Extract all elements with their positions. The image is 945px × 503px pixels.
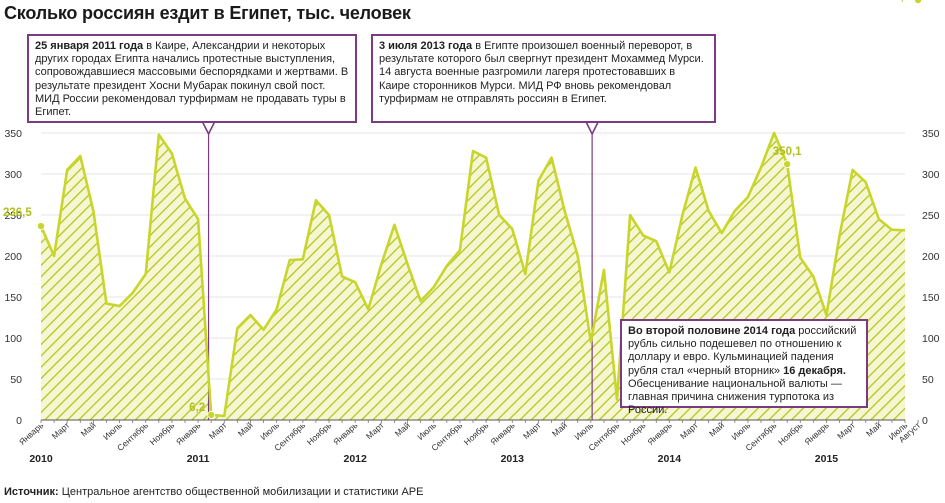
- annotation-2013-text: в Египте произошел военный переворот, в …: [379, 40, 704, 105]
- x-tick-label: Май: [236, 420, 255, 439]
- y-tick-label-right: 0: [922, 415, 928, 427]
- y-tick-label-left: 0: [16, 415, 22, 427]
- x-tick-label: Май: [79, 420, 98, 439]
- annotation-2014-text-1: российский рубль сильно подешевел по отн…: [628, 325, 857, 377]
- x-tick-label: Март: [364, 420, 386, 441]
- x-tick-label: Ноябрь: [305, 420, 334, 448]
- annotation-2014-text-2: Обесценивание национальной валюты — глав…: [628, 377, 842, 417]
- event-marker-pointer: [584, 121, 600, 136]
- y-tick-label-left: 50: [10, 374, 22, 386]
- y-tick-label-right: 150: [922, 292, 940, 304]
- x-tick-label: Январь: [802, 420, 831, 447]
- x-tick-label: Январь: [645, 420, 674, 447]
- y-tick-label-left: 150: [4, 292, 22, 304]
- x-tick-label: Ноябрь: [148, 420, 177, 448]
- data-label: 231,3: [881, 0, 910, 3]
- x-tick-label: Июль: [415, 420, 438, 442]
- series-line: [39, 131, 906, 418]
- y-tick-label-right: 300: [922, 169, 940, 181]
- annotation-2011: 25 января 2011 года в Каире, Александрии…: [27, 34, 357, 123]
- source-note: Источник: Центральное агентство обществе…: [4, 486, 423, 498]
- x-tick-label: Май: [550, 420, 569, 439]
- x-tick-label: Май: [864, 420, 883, 439]
- annotation-2011-text: в Каире, Александрии и некоторых других …: [35, 40, 349, 119]
- x-tick-label: Ноябрь: [776, 420, 805, 448]
- x-tick-label: Январь: [488, 420, 517, 447]
- source-label: Источник:: [4, 486, 59, 498]
- data-label: 236,5: [3, 207, 32, 219]
- data-point-marker: [37, 222, 46, 231]
- annotation-2014-period: Во второй половине 2014 года: [628, 325, 796, 337]
- year-labels: 2010 2011 2012 2013 2014 2015: [29, 453, 838, 465]
- x-tick-label: Май: [393, 420, 412, 439]
- event-marker-pointer: [201, 121, 216, 136]
- x-tick-label: Март: [521, 420, 543, 441]
- y-tick-label-left: 200: [4, 251, 22, 263]
- year-label: 2014: [658, 453, 682, 465]
- y-tick-label-right: 200: [922, 251, 940, 263]
- data-point-marker: [914, 0, 923, 4]
- x-tick-label: Июль: [572, 420, 595, 442]
- annotation-2014: Во второй половине 2014 года российский …: [620, 319, 868, 416]
- x-tick-label: Июль: [101, 420, 124, 442]
- x-tick-label: Январь: [174, 420, 203, 447]
- year-label: 2010: [29, 453, 53, 465]
- annotation-2014-date: 16 декабря.: [783, 364, 846, 377]
- year-label: 2011: [187, 453, 210, 465]
- chart-title: Сколько россиян ездит в Египет, тыс. чел…: [4, 3, 411, 23]
- x-tick-label: Май: [707, 420, 726, 439]
- source-text: Центральное агентство общественной мобил…: [58, 486, 424, 498]
- y-tick-label-right: 100: [922, 333, 940, 345]
- x-tick-label: Март: [678, 420, 700, 441]
- highlight-points: [37, 0, 923, 419]
- x-tick-label: Ноябрь: [462, 420, 491, 448]
- data-point-marker: [783, 160, 792, 169]
- data-point-marker: [207, 410, 216, 419]
- y-axis-left: 0 50 100 150 200 250 300 350: [4, 128, 22, 427]
- y-tick-label-left: 100: [4, 333, 22, 345]
- x-tick-label: Ноябрь: [619, 420, 648, 448]
- y-tick-label-right: 250: [922, 210, 940, 222]
- y-tick-label-right: 350: [922, 128, 940, 140]
- x-tick-label: Июль: [258, 420, 281, 442]
- y-tick-label-left: 250: [4, 210, 22, 222]
- annotation-2013: 3 июля 2013 года в Египте произошел воен…: [371, 34, 716, 123]
- data-labels: 236,5 6,2 350,1 231,3: [3, 0, 910, 414]
- annotation-2013-date: 3 июля 2013 года: [379, 40, 473, 52]
- event-markers: [201, 121, 600, 420]
- x-tick-label: Март: [50, 420, 72, 441]
- y-tick-label-left: 300: [4, 169, 22, 181]
- y-axis-right: 0 50 100 150 200 250 300 350: [922, 128, 940, 427]
- year-label: 2013: [501, 453, 525, 465]
- x-tick-label: Март: [207, 420, 229, 441]
- year-label: 2015: [815, 453, 839, 465]
- year-label: 2012: [344, 453, 368, 465]
- annotation-2011-date: 25 января 2011 года: [35, 40, 144, 52]
- data-label: 6,2: [189, 402, 205, 414]
- y-tick-label-left: 350: [4, 128, 22, 140]
- x-tick-label: Июль: [729, 420, 752, 442]
- y-tick-label-right: 50: [922, 374, 934, 386]
- x-tick-label: Март: [835, 420, 857, 441]
- data-label: 350,1: [773, 146, 802, 158]
- x-tick-label: Январь: [331, 420, 360, 447]
